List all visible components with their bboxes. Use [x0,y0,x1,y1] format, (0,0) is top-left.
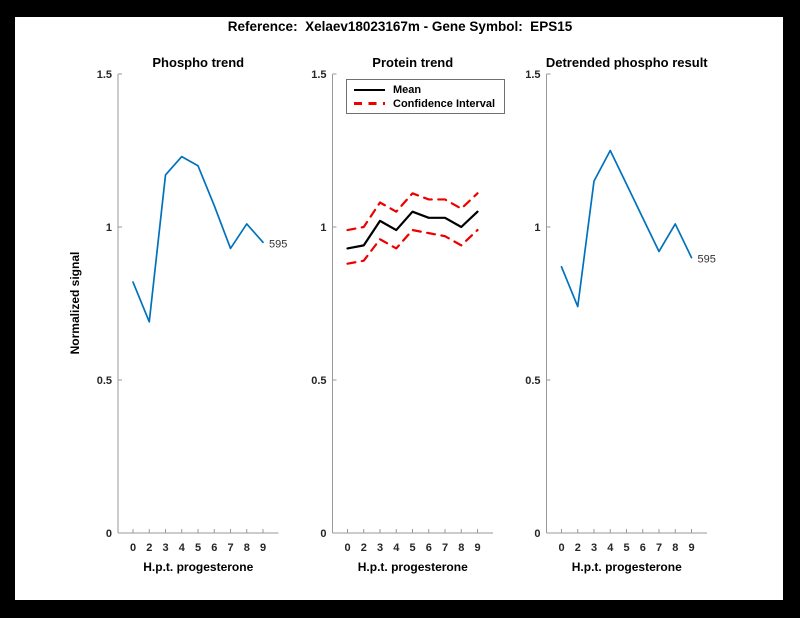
endpoint-label: 595 [269,238,287,250]
x-tick-label: 5 [409,542,415,554]
x-tick-label: 5 [623,542,629,554]
y-tick-label: 1.5 [97,69,112,81]
x-tick-label: 3 [162,542,168,554]
mean-line [346,210,479,250]
x-tick-label: 4 [393,542,400,554]
x-axis-label: H.p.t. progesterone [358,560,468,574]
x-tick-label: 2 [146,542,152,554]
subplot-title: Phospho trend [152,55,244,70]
x-tick-label: 8 [672,542,678,554]
legend: Mean Confidence Interval [346,79,506,114]
legend-entry-mean: Mean [354,83,495,96]
x-tick-label: 4 [179,542,186,554]
x-tick-label: 9 [260,542,266,554]
x-tick-label: 6 [640,542,646,554]
x-axis-label: H.p.t. progesterone [572,560,682,574]
y-tick-label: 1 [106,222,112,234]
legend-label-confidence-interval: Confidence Interval [393,97,496,110]
x-tick-label: 2 [361,542,367,554]
x-tick-label: 6 [426,542,432,554]
x-tick-label: 2 [575,542,581,554]
y-tick-label: 0 [534,528,540,540]
x-tick-label: 5 [195,542,201,554]
x-tick-label: 8 [458,542,464,554]
y-tick-label: 0.5 [525,375,540,387]
x-tick-label: 7 [227,542,233,554]
y-tick-label: 1.5 [311,69,326,81]
y-tick-label: 0.5 [97,375,112,387]
x-tick-label: 8 [244,542,250,554]
endpoint-label: 595 [698,254,716,266]
x-axis-label: H.p.t. progesterone [143,560,253,574]
x-tick-label: 9 [474,542,480,554]
figure-title: Reference: Xelaev18023167m - Gene Symbol… [227,19,573,34]
x-tick-label: 3 [591,542,597,554]
x-tick-label: 3 [377,542,383,554]
y-tick-label: 1 [320,222,326,234]
confidence-interval-line-icon [354,102,385,105]
trend-line [560,149,693,308]
y-tick-label: 1 [534,222,540,234]
x-tick-label: 0 [558,542,564,554]
y-tick-label: 0 [320,528,326,540]
confidence-interval-line [346,228,479,265]
subplot-title: Protein trend [372,55,453,70]
x-tick-label: 6 [211,542,217,554]
x-tick-label: 9 [688,542,694,554]
x-tick-label: 0 [344,542,350,554]
x-tick-label: 7 [656,542,662,554]
confidence-interval-line [346,192,479,232]
subplot-title: Detrended phospho result [546,55,708,70]
legend-label-mean: Mean [393,83,422,96]
x-tick-label: 4 [607,542,614,554]
y-tick-label: 1.5 [525,69,540,81]
y-tick-label: 0.5 [311,375,326,387]
x-tick-label: 0 [130,542,136,554]
x-tick-label: 7 [442,542,448,554]
trend-line [132,155,264,323]
mean-line-icon [354,88,385,91]
legend-entry-confidence-interval: Confidence Interval [354,97,495,110]
y-tick-label: 0 [106,528,112,540]
